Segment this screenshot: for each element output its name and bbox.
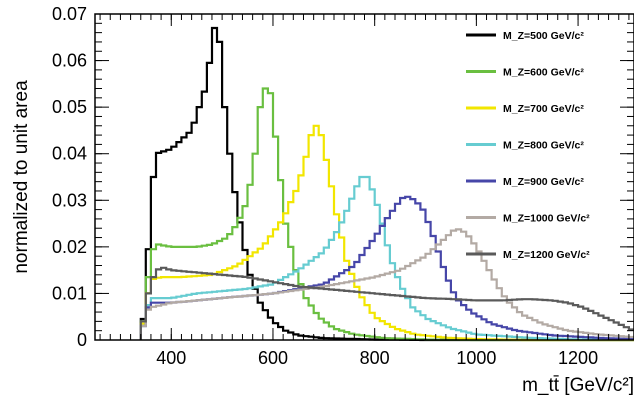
y-tick-label: 0.02 — [52, 237, 87, 257]
legend-label: M_Z=500 GeV/c² — [503, 30, 584, 42]
legend: M_Z=500 GeV/c² M_Z=600 GeV/c² M_Z=700 GeV/… — [466, 30, 590, 261]
legend-item-3: M_Z=800 GeV/c² — [466, 140, 584, 152]
y-tick-label: 0.05 — [52, 97, 87, 117]
y-axis-title: normalized to unit area — [11, 80, 32, 274]
legend-item-2: M_Z=700 GeV/c² — [466, 103, 584, 115]
legend-label: M_Z=800 GeV/c² — [503, 140, 584, 152]
legend-label: M_Z=1000 GeV/c² — [503, 213, 590, 225]
x-tick-label: 1200 — [558, 348, 598, 368]
legend-label: M_Z=600 GeV/c² — [503, 67, 584, 79]
x-tick-label: 400 — [156, 348, 186, 368]
legend-item-4: M_Z=900 GeV/c² — [466, 176, 584, 188]
legend-item-5: M_Z=1000 GeV/c² — [466, 213, 590, 225]
legend-label: M_Z=900 GeV/c² — [503, 176, 584, 188]
y-tick-label: 0.01 — [52, 283, 87, 303]
legend-item-6: M_Z=1200 GeV/c² — [466, 249, 590, 261]
y-tick-label: 0.03 — [52, 190, 87, 210]
x-tick-label: 600 — [258, 348, 288, 368]
tick-label-layer: 0 0.01 0.02 0.03 0.04 0.05 0.06 0.07 400 600 800 10… — [52, 4, 598, 368]
legend-item-0: M_Z=500 GeV/c² — [466, 30, 584, 42]
y-tick-label: 0.04 — [52, 144, 87, 164]
x-axis-title: m_tt̄ [GeV/c²] — [522, 375, 634, 396]
legend-label: M_Z=1200 GeV/c² — [503, 249, 590, 261]
x-tick-label: 1000 — [456, 348, 496, 368]
legend-label: M_Z=700 GeV/c² — [503, 103, 584, 115]
legend-item-1: M_Z=600 GeV/c² — [466, 67, 584, 79]
y-tick-label: 0.07 — [52, 4, 87, 24]
series-layer — [139, 26, 634, 342]
y-tick-label: 0.06 — [52, 51, 87, 71]
series-line-3 — [139, 175, 634, 341]
series-line-5 — [139, 228, 634, 340]
tick-layer — [95, 13, 634, 341]
x-tick-label: 800 — [360, 348, 390, 368]
y-tick-label: 0 — [77, 330, 87, 350]
series-line-6 — [139, 266, 634, 340]
